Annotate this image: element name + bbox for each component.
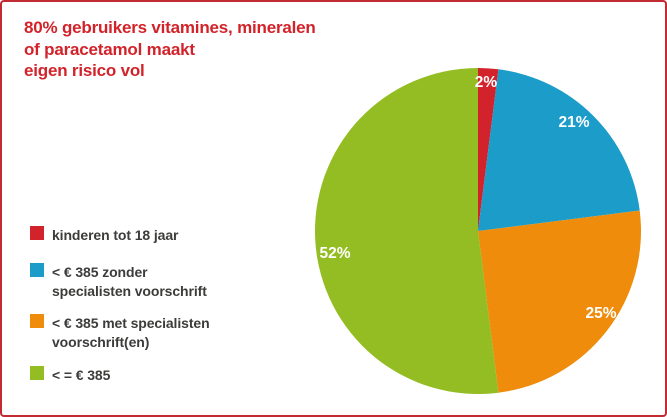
pie-slice-label-3: 52%	[319, 245, 350, 262]
legend-swatch-blue	[30, 263, 44, 277]
legend-label: < = € 385	[52, 366, 110, 385]
chart-title-line-3: eigen risico vol	[24, 61, 145, 80]
legend-label: < € 385 met specialisten voorschrift(en)	[52, 314, 210, 351]
chart-title: 80% gebruikers vitamines, mineralen of p…	[24, 17, 354, 82]
legend-label-line: specialisten voorschrift	[52, 282, 207, 299]
legend-label-line: kinderen tot 18 jaar	[52, 227, 179, 243]
legend-label: kinderen tot 18 jaar	[52, 226, 178, 245]
legend-item-385: < = € 385	[30, 366, 110, 385]
chart-title-line-2: of paracetamol maakt	[24, 39, 195, 59]
pie-slice-0	[478, 68, 499, 231]
pie-chart-container: 2% 21% 25% 52%	[314, 67, 642, 395]
legend-label-line: < € 385 met specialisten	[52, 315, 210, 331]
pie-slice-label-0: 2%	[475, 74, 498, 91]
legend-item-met-voorschrift: < € 385 met specialisten voorschrift(en)	[30, 314, 210, 351]
legend-swatch-green	[30, 366, 44, 380]
legend-label: < € 385 zonder specialisten voorschrift	[52, 263, 207, 300]
pie-slice-3	[315, 68, 499, 394]
pie-slice-1	[478, 69, 640, 231]
chart-title-line-1: 80% gebruikers vitamines, mineralen	[24, 18, 316, 37]
legend-label-line: voorschrift(en)	[52, 333, 150, 350]
pie-chart: 2% 21% 25% 52%	[315, 68, 641, 394]
legend-swatch-red	[30, 226, 44, 240]
legend-swatch-orange	[30, 314, 44, 328]
pie-slice-2	[478, 210, 641, 393]
pie-slice-label-2: 25%	[585, 305, 616, 322]
legend-item-zonder-voorschrift: < € 385 zonder specialisten voorschrift	[30, 263, 207, 300]
legend-label-line: < = € 385	[52, 367, 111, 383]
legend-label-line: < € 385 zonder	[52, 264, 148, 280]
pie-slice-label-1: 21%	[558, 114, 589, 131]
legend-item-kinderen: kinderen tot 18 jaar	[30, 226, 178, 245]
